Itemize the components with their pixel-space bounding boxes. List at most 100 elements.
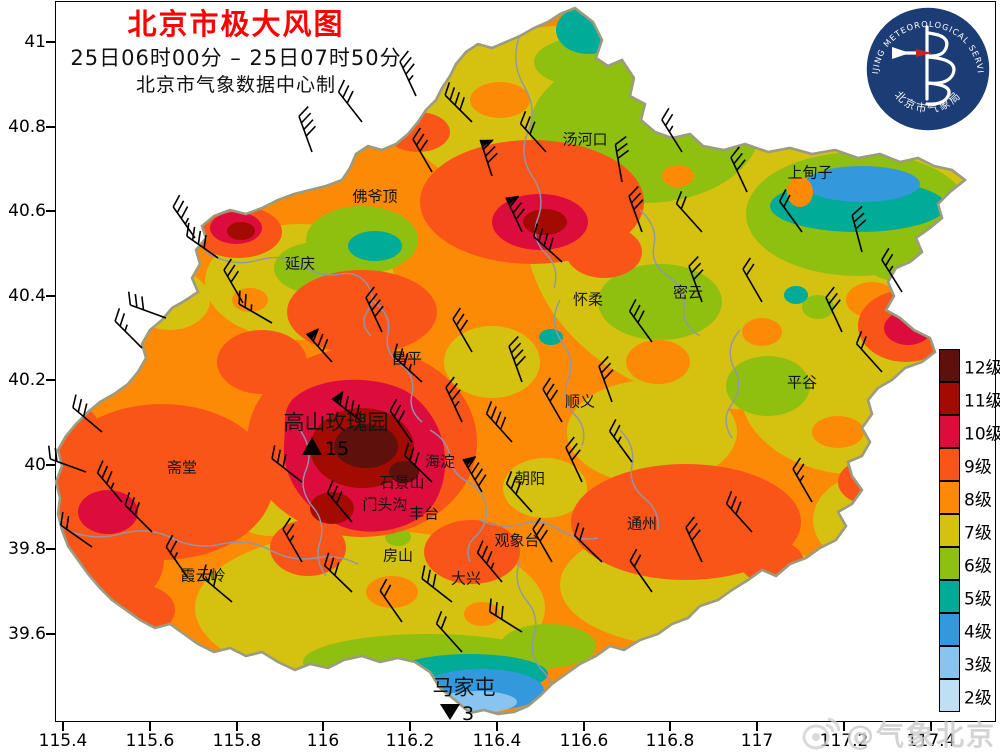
wind-barb (462, 456, 487, 493)
x-tick-mark (149, 722, 151, 731)
y-tick-mark (46, 464, 55, 466)
x-tick-label: 115.4 (38, 731, 88, 751)
x-tick-label: 115.8 (212, 731, 262, 751)
source-credit: 北京市气象数据中心制 (135, 73, 336, 96)
wind-barb (72, 394, 103, 433)
wind-barb (60, 511, 93, 548)
wind-barb (323, 552, 353, 593)
logo-vane-arrow (916, 49, 932, 57)
wind-barb (488, 598, 523, 633)
wind-barb (851, 205, 867, 253)
y-tick-label: 41 (24, 32, 46, 52)
wind-barb (444, 82, 473, 123)
x-tick-mark (322, 722, 324, 731)
wind-barb (389, 398, 413, 443)
y-tick-label: 39.8 (8, 539, 46, 559)
weibo-eye-icon (802, 717, 840, 750)
wind-barb (479, 139, 498, 177)
legend-swatch (939, 580, 960, 613)
beijing-municipal-boundary (54, 6, 968, 716)
elevation-markers: 15 3 (302, 437, 474, 725)
wind-barb (365, 286, 384, 333)
wind-barb (445, 376, 463, 423)
legend-swatch (939, 646, 960, 679)
wind-barb (96, 460, 123, 503)
wind-barb (688, 255, 704, 303)
wind-barb (399, 50, 417, 97)
legend-swatch (939, 382, 960, 415)
map-title: 北京市极大风图 (127, 7, 345, 41)
wind-barb (47, 445, 87, 473)
y-tick-mark (46, 126, 55, 128)
y-tick-label: 40 (24, 455, 46, 475)
title-block: 北京市极大风图 25日06时00分 – 25日07时50分 北京市气象数据中心制 (60, 6, 412, 97)
wind-barb (725, 490, 753, 533)
y-tick-label: 40.2 (8, 370, 46, 390)
wind-barb (508, 335, 526, 383)
wind-barb (881, 247, 903, 293)
y-tick-mark (46, 633, 55, 635)
wind-barb (298, 105, 316, 153)
x-tick-label: 117 (740, 731, 774, 751)
legend-label: 4级 (964, 622, 992, 642)
triangle-up-value: 15 (325, 438, 349, 460)
wind-barb (305, 328, 333, 363)
wind-barb (238, 290, 273, 324)
wind-barb (614, 135, 630, 183)
triangle-up-marker (302, 437, 322, 455)
y-tick-label: 39.6 (8, 624, 46, 644)
wind-barb (412, 127, 433, 173)
x-tick-label: 116.4 (472, 731, 522, 751)
wind-barb (792, 457, 813, 503)
x-tick-label: 115.6 (125, 731, 175, 751)
legend-label: 10级 (964, 424, 1000, 444)
x-tick-mark (496, 722, 498, 731)
x-tick-label: 116 (306, 731, 340, 751)
x-tick-mark (756, 722, 758, 731)
legend-label: 7级 (964, 523, 992, 543)
wind-barb (186, 222, 219, 259)
wind-barb (282, 517, 303, 563)
x-tick-label: 117.4 (906, 731, 956, 751)
wind-barb (271, 445, 303, 483)
wind-barb (403, 442, 433, 483)
triangle-down-marker (440, 704, 460, 720)
y-tick-label: 40.8 (8, 117, 46, 137)
legend-label: 8级 (964, 490, 992, 510)
wind-barb (628, 298, 653, 343)
wind-barb (114, 308, 143, 349)
wind-barb (542, 377, 563, 423)
wind-barb (675, 190, 703, 233)
legend-swatch (939, 514, 960, 547)
y-tick-mark (46, 548, 55, 550)
legend-label: 11级 (964, 391, 1000, 411)
wind-barb (629, 548, 653, 593)
legend-label: 9级 (964, 457, 992, 477)
y-tick-mark (46, 41, 55, 43)
wind-barb (628, 185, 644, 233)
legend-swatch (939, 481, 960, 514)
x-tick-mark (669, 722, 671, 731)
wind-barb (326, 480, 353, 523)
watermark-text: @气象北京 (845, 719, 996, 752)
legend-swatch (939, 415, 960, 448)
wind-barb (573, 522, 603, 563)
wind-barb (476, 540, 503, 583)
beijing-meteorological-service-logo: BEIJING METEOROLOGICAL SERVICE 北京市气象局 (864, 3, 991, 132)
x-tick-mark (409, 722, 411, 731)
wind-barb (505, 470, 533, 513)
wind-barb (435, 610, 463, 653)
legend-swatch (939, 547, 960, 580)
regions-level12 (334, 424, 419, 483)
y-tick-mark (46, 210, 55, 212)
wind-barb (608, 418, 633, 463)
wind-barb (565, 436, 583, 483)
legend-swatch (939, 448, 960, 481)
legend-swatch (939, 349, 960, 382)
x-tick-mark (930, 722, 932, 731)
plot-frame (55, 1, 996, 722)
wind-barb (778, 188, 803, 233)
legend-label: 5级 (964, 589, 992, 609)
